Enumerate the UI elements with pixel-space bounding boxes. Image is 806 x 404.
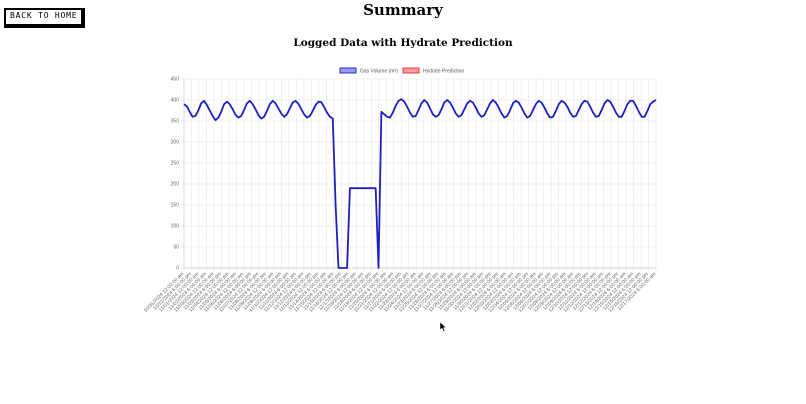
page-title: Summary (363, 1, 443, 19)
back-to-home-button[interactable]: BACK TO HOME (4, 8, 86, 28)
y-tick-label: 350 (171, 119, 180, 125)
y-tick-label: 0 (176, 266, 179, 272)
y-tick-label: 300 (171, 140, 180, 146)
legend-swatch (402, 67, 420, 74)
y-tick-label: 150 (171, 203, 180, 209)
y-tick-label: 50 (173, 245, 179, 251)
legend-label: Gas Volume (m³) (360, 69, 398, 75)
y-tick-label: 450 (171, 77, 180, 83)
mouse-cursor-icon (440, 322, 447, 332)
y-tick-label: 250 (171, 161, 180, 167)
series-line-gas-volume (183, 98, 657, 269)
y-tick-label: 400 (171, 98, 180, 104)
y-tick-label: 100 (171, 224, 180, 230)
legend-swatch (339, 67, 357, 74)
y-tick-label: 200 (171, 182, 180, 188)
legend-label: Hydrate Prediction (423, 69, 464, 75)
chart-title: Logged Data with Hydrate Prediction (293, 37, 513, 49)
